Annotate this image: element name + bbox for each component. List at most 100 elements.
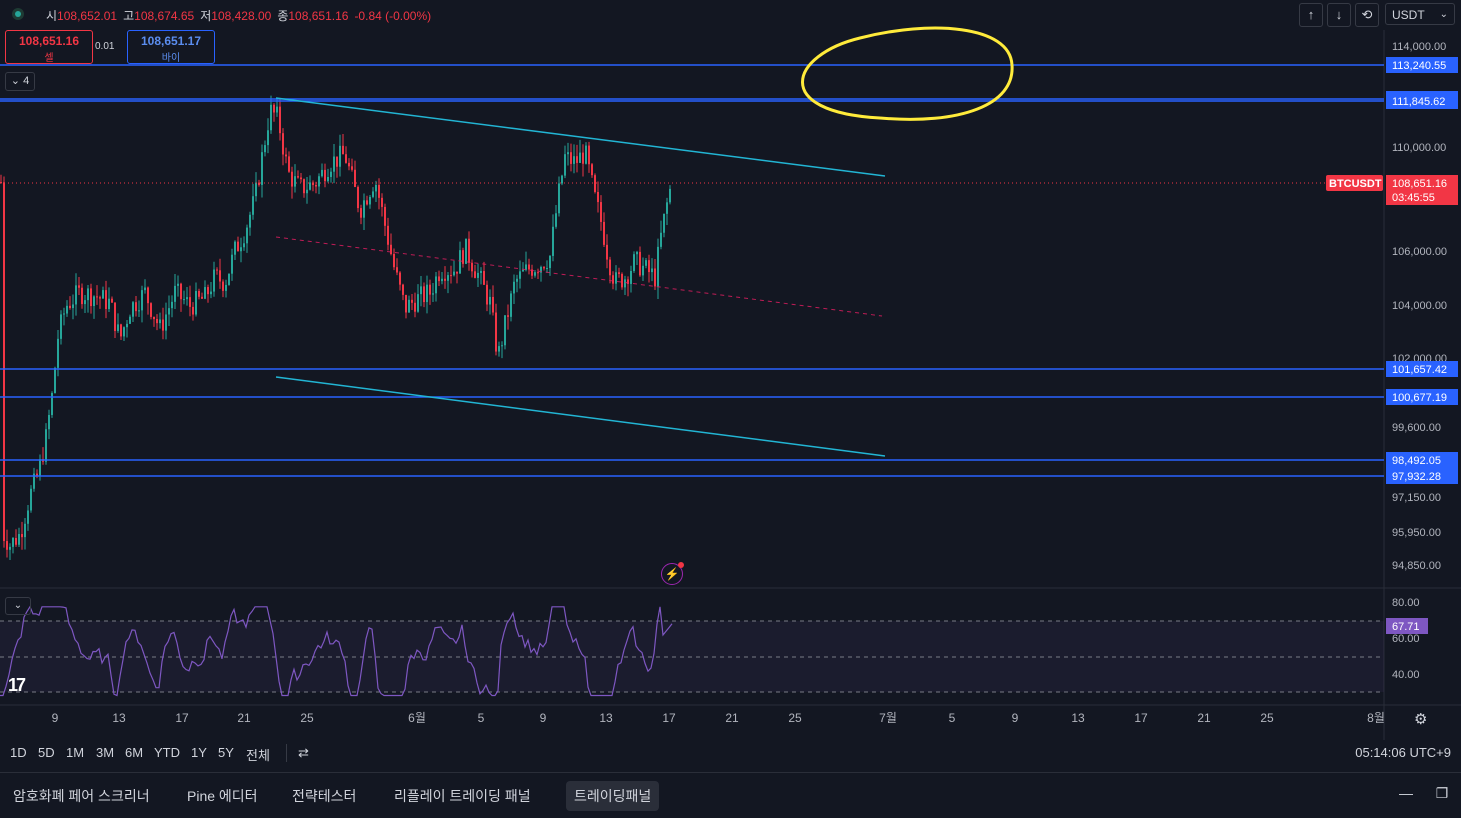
time-tick-label: 7월 [879,711,897,725]
maximize-icon[interactable]: ❐ [1435,785,1449,801]
bottom-tab-4[interactable]: 트레이딩패널 [566,781,660,811]
indicators-toggle[interactable]: ⌄ 4 [5,72,35,91]
candle-body [492,296,494,313]
price-chart[interactable]: 114,000.00 110,000.00 106,000.00 104,000.00… [0,0,1461,740]
range-button-1y[interactable]: 1Y [191,745,207,760]
candle-body [513,281,515,294]
sell-button[interactable]: 108,651.16 셀 [5,30,93,64]
candle-body [135,302,137,312]
candle-body [507,315,509,317]
candle-body [618,272,620,274]
candle-body [351,166,353,170]
candle-body [336,156,338,167]
ohlc-values: 시108,652.01 고108,674.65 저108,428.00 종108,65… [46,7,437,24]
candle-body [276,106,278,113]
bottom-tab-0[interactable]: 암호화폐 페어 스크리너 [13,788,150,804]
candle-body [441,278,443,282]
candle-body [426,284,428,303]
candle-body [402,284,404,295]
candle-body [558,183,560,214]
symbol-info-bar: 시108,652.01 고108,674.65 저108,428.00 종108,65… [0,0,1290,30]
time-tick-label: 5 [949,711,956,725]
bottom-tab-3[interactable]: 리플레이 트레이딩 패널 [394,788,531,804]
candle-body [90,288,92,307]
range-button-5d[interactable]: 5D [38,745,55,760]
price-tick-label: 110,000.00 [1392,142,1446,154]
candle-body [333,156,335,172]
range-bar: 1D 5D 1M 3M 6M YTD 1Y 5Y 전체 ⇄ 05:14:06 UTC+9 [0,738,1461,768]
range-button-ytd[interactable]: YTD [154,745,180,760]
open-key: 시 [46,9,58,23]
candle-body [504,315,506,346]
candle-body [417,294,419,312]
candle-body [612,275,614,284]
sync-icon[interactable]: ⟲ [1355,3,1379,27]
spread-value: 0.01 [95,41,115,52]
price-tick-label: 106,000.00 [1392,246,1447,258]
candle-body [273,104,275,113]
candle-body [531,269,533,276]
candle-body [300,177,302,180]
candle-body [576,156,578,163]
candle-body [192,306,194,315]
range-button-1m[interactable]: 1M [66,745,85,760]
candle-body [399,272,401,285]
time-tick-label: 25 [1260,711,1274,725]
bottom-tab-1[interactable]: Pine 에디터 [187,788,258,804]
candle-body [51,393,53,415]
time-tick-label: 9 [540,711,547,725]
range-button-5y[interactable]: 5Y [218,745,234,760]
candle-body [24,523,26,538]
candle-body [126,323,128,328]
range-button-1d[interactable]: 1D [10,745,27,760]
calendar-range-icon[interactable]: ⇄ [298,745,309,760]
candle-body [339,145,341,167]
candle-body [33,473,35,489]
candle-body [285,154,287,157]
candle-body [480,271,482,273]
candle-body [6,541,8,550]
candle-body [585,145,587,164]
candle-body [357,186,359,209]
buy-button[interactable]: 108,651.17 바이 [127,30,215,64]
range-button-전체[interactable]: 전체 [246,748,270,763]
candle-body [27,510,29,524]
candle-body [321,169,323,177]
lightning-icon[interactable]: ⚡ [661,562,684,585]
candle-body [183,299,185,301]
arrow-up-icon[interactable]: ↑ [1299,3,1323,27]
candle-body [324,169,326,182]
candle-body [189,297,191,307]
currency-select[interactable]: USDT ⌄ [1385,3,1455,25]
range-button-3m[interactable]: 3M [96,745,115,760]
candle-body [36,473,38,477]
candle-body [294,176,296,187]
price-tick-label: 99,600.00 [1392,422,1441,434]
time-tick-label: 17 [662,711,676,725]
candle-body [375,184,377,192]
candle-body [450,275,452,277]
range-button-6m[interactable]: 6M [125,745,144,760]
candle-body [543,266,545,269]
level-label-bg [1386,361,1458,377]
candle-body [471,262,473,272]
rsi-pane-toggle[interactable]: ⌄ [5,597,31,615]
gear-icon[interactable]: ⚙ [1414,711,1428,728]
candle-body [21,534,23,538]
candle-body [237,241,239,252]
rsi-tick-label: 80.00 [1392,597,1420,609]
clock[interactable]: 05:14:06 UTC+9 [1355,745,1451,760]
candle-body [552,226,554,256]
candle-body [39,459,41,477]
level-label: 100,677.19 [1392,392,1447,404]
candle-body [177,283,179,286]
bottom-tab-2[interactable]: 전략테스터 [292,788,357,804]
upper-trendline [275,97,886,177]
minimize-icon[interactable]: — [1399,785,1413,801]
candle-body [621,273,623,288]
arrow-down-icon[interactable]: ↓ [1327,3,1351,27]
candle-body [219,270,221,282]
level-label: 98,492.05 [1392,455,1441,467]
level-label: 113,240.55 [1392,60,1446,72]
candle-body [462,250,464,264]
